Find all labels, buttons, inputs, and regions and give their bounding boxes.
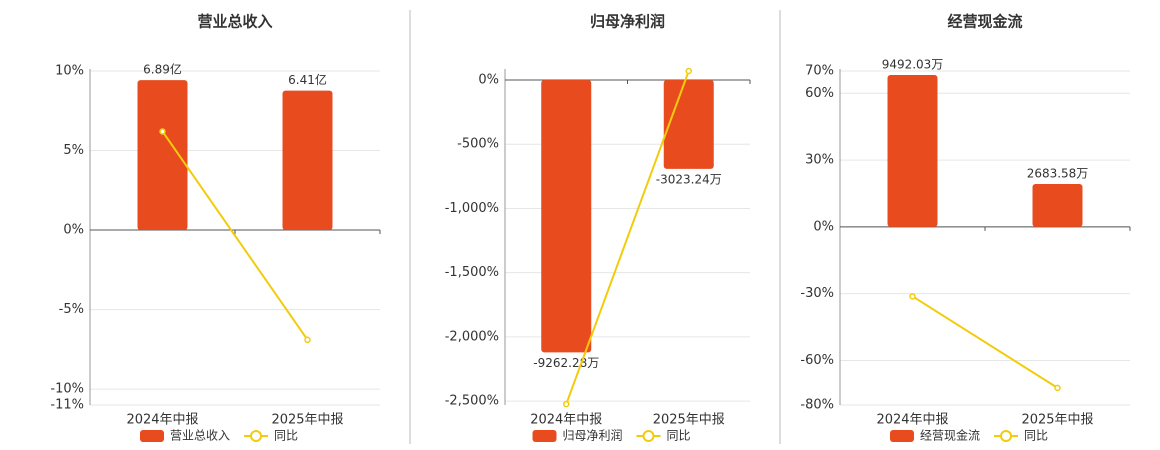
y-tick-label: 5% (63, 143, 84, 158)
x-tick-label: 2025年中报 (1021, 413, 1093, 428)
y-tick-label: -10% (50, 382, 84, 397)
legend-swatch (140, 430, 164, 442)
chart-title: 营业总收入 (197, 13, 272, 31)
bar (663, 79, 714, 169)
legend-label: 同比 (1024, 429, 1048, 443)
y-tick-label: 0% (813, 219, 834, 234)
bar (541, 79, 592, 353)
line (565, 70, 690, 405)
data-label: 6.89亿 (143, 62, 182, 77)
y-tick-label: -11% (50, 398, 84, 413)
legend-label: 经营现金流 (920, 428, 980, 443)
legend-label: 归母净利润 (563, 429, 623, 443)
point (563, 400, 570, 408)
line (161, 130, 309, 341)
point (1054, 384, 1061, 392)
y-tick-label: 10% (55, 64, 84, 79)
data-label: 9492.03万 (882, 58, 944, 72)
legend-marker (250, 430, 263, 442)
bar (137, 80, 188, 231)
point (304, 336, 311, 344)
legend-label: 营业总收入 (170, 429, 230, 443)
data-label: -3023.24万 (656, 172, 722, 186)
point (685, 67, 692, 75)
y-tick-label: -5% (59, 302, 84, 317)
legend-marker (642, 430, 655, 442)
bar (1032, 183, 1083, 227)
x-tick-label: 2025年中报 (271, 413, 343, 428)
y-tick-label: 0% (478, 72, 499, 87)
data-label: 6.41亿 (288, 72, 327, 87)
y-tick-label: -500% (457, 137, 499, 152)
y-tick-label: 30% (805, 153, 834, 168)
y-tick-label: 60% (805, 86, 834, 101)
y-tick-label: 70% (805, 64, 834, 79)
y-tick-label: 0% (63, 223, 84, 238)
legend-swatch (890, 430, 914, 442)
bar (282, 90, 333, 231)
y-tick-label: -1,500% (445, 265, 499, 280)
data-label: -9262.28万 (533, 356, 599, 370)
legend-label: 同比 (274, 429, 298, 443)
legend-marker (1000, 430, 1013, 442)
x-tick-label: 2024年中报 (876, 413, 948, 428)
legend-label: 同比 (667, 429, 691, 443)
y-tick-label: -80% (800, 398, 834, 413)
data-label: 2683.58万 (1027, 166, 1089, 180)
y-tick-label: -60% (800, 353, 834, 368)
chart-title: 归母净利润 (590, 13, 665, 31)
x-tick-label: 2024年中报 (126, 413, 198, 428)
point (909, 293, 916, 300)
x-tick-label: 2024年中报 (530, 413, 602, 428)
y-tick-label: -2,000% (445, 329, 499, 344)
y-tick-label: -1,000% (445, 201, 499, 216)
bar (887, 75, 938, 227)
y-tick-label: -30% (800, 286, 834, 301)
point (159, 128, 166, 135)
line (911, 295, 1059, 389)
legend-swatch (532, 430, 557, 442)
chart-title: 经营现金流 (947, 13, 1022, 31)
x-tick-label: 2025年中报 (653, 413, 725, 428)
y-tick-label: -2,500% (445, 394, 499, 409)
